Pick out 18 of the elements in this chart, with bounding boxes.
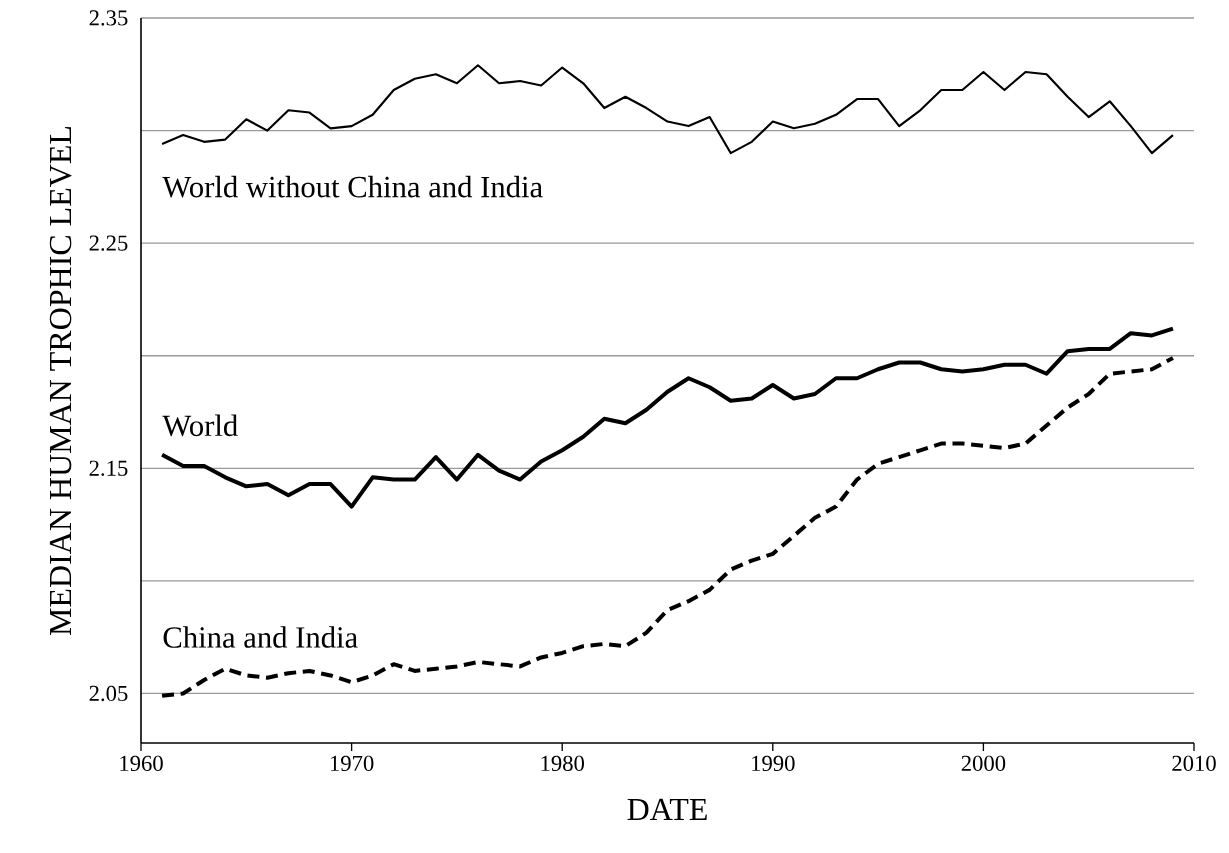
line-series bbox=[161, 64, 1175, 155]
y-axis-title: MEDIAN HUMAN TROPHIC LEVEL bbox=[49, 126, 72, 636]
y-tick-label: 2.35 bbox=[89, 10, 128, 26]
line-series bbox=[160, 355, 1175, 698]
series-label: China and India bbox=[163, 626, 358, 648]
y-tick-label: 2.15 bbox=[89, 460, 128, 476]
x-tick-label: 1980 bbox=[541, 755, 585, 771]
series-label: World without China and India bbox=[162, 175, 543, 198]
line-series bbox=[160, 326, 1175, 509]
series-label: World bbox=[162, 414, 238, 437]
x-tick-label: 1990 bbox=[752, 755, 795, 771]
y-tick-label: 2.05 bbox=[89, 685, 128, 702]
y-tick-label: 2.25 bbox=[89, 235, 128, 251]
x-tick-label: 1970 bbox=[330, 755, 374, 771]
x-tick-label: 2000 bbox=[961, 755, 1006, 771]
x-tick-label: 2010 bbox=[1172, 755, 1216, 771]
x-tick-label: 1960 bbox=[120, 755, 163, 771]
x-axis-title: DATE bbox=[627, 798, 707, 820]
